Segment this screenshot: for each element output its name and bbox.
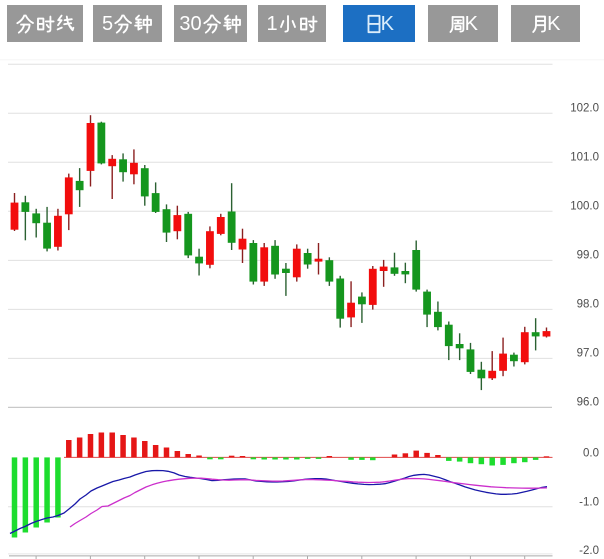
svg-text:98.0: 98.0 [577, 298, 599, 310]
svg-text:0.0: 0.0 [583, 447, 599, 459]
svg-text:97.0: 97.0 [577, 347, 599, 359]
svg-text:96.0: 96.0 [577, 397, 599, 409]
svg-text:-1.0: -1.0 [579, 496, 599, 508]
svg-text:101.0: 101.0 [570, 151, 599, 163]
svg-text:99.0: 99.0 [577, 249, 599, 261]
svg-text:-2.0: -2.0 [579, 545, 599, 557]
svg-text:100.0: 100.0 [570, 200, 599, 212]
svg-text:102.0: 102.0 [570, 102, 599, 114]
